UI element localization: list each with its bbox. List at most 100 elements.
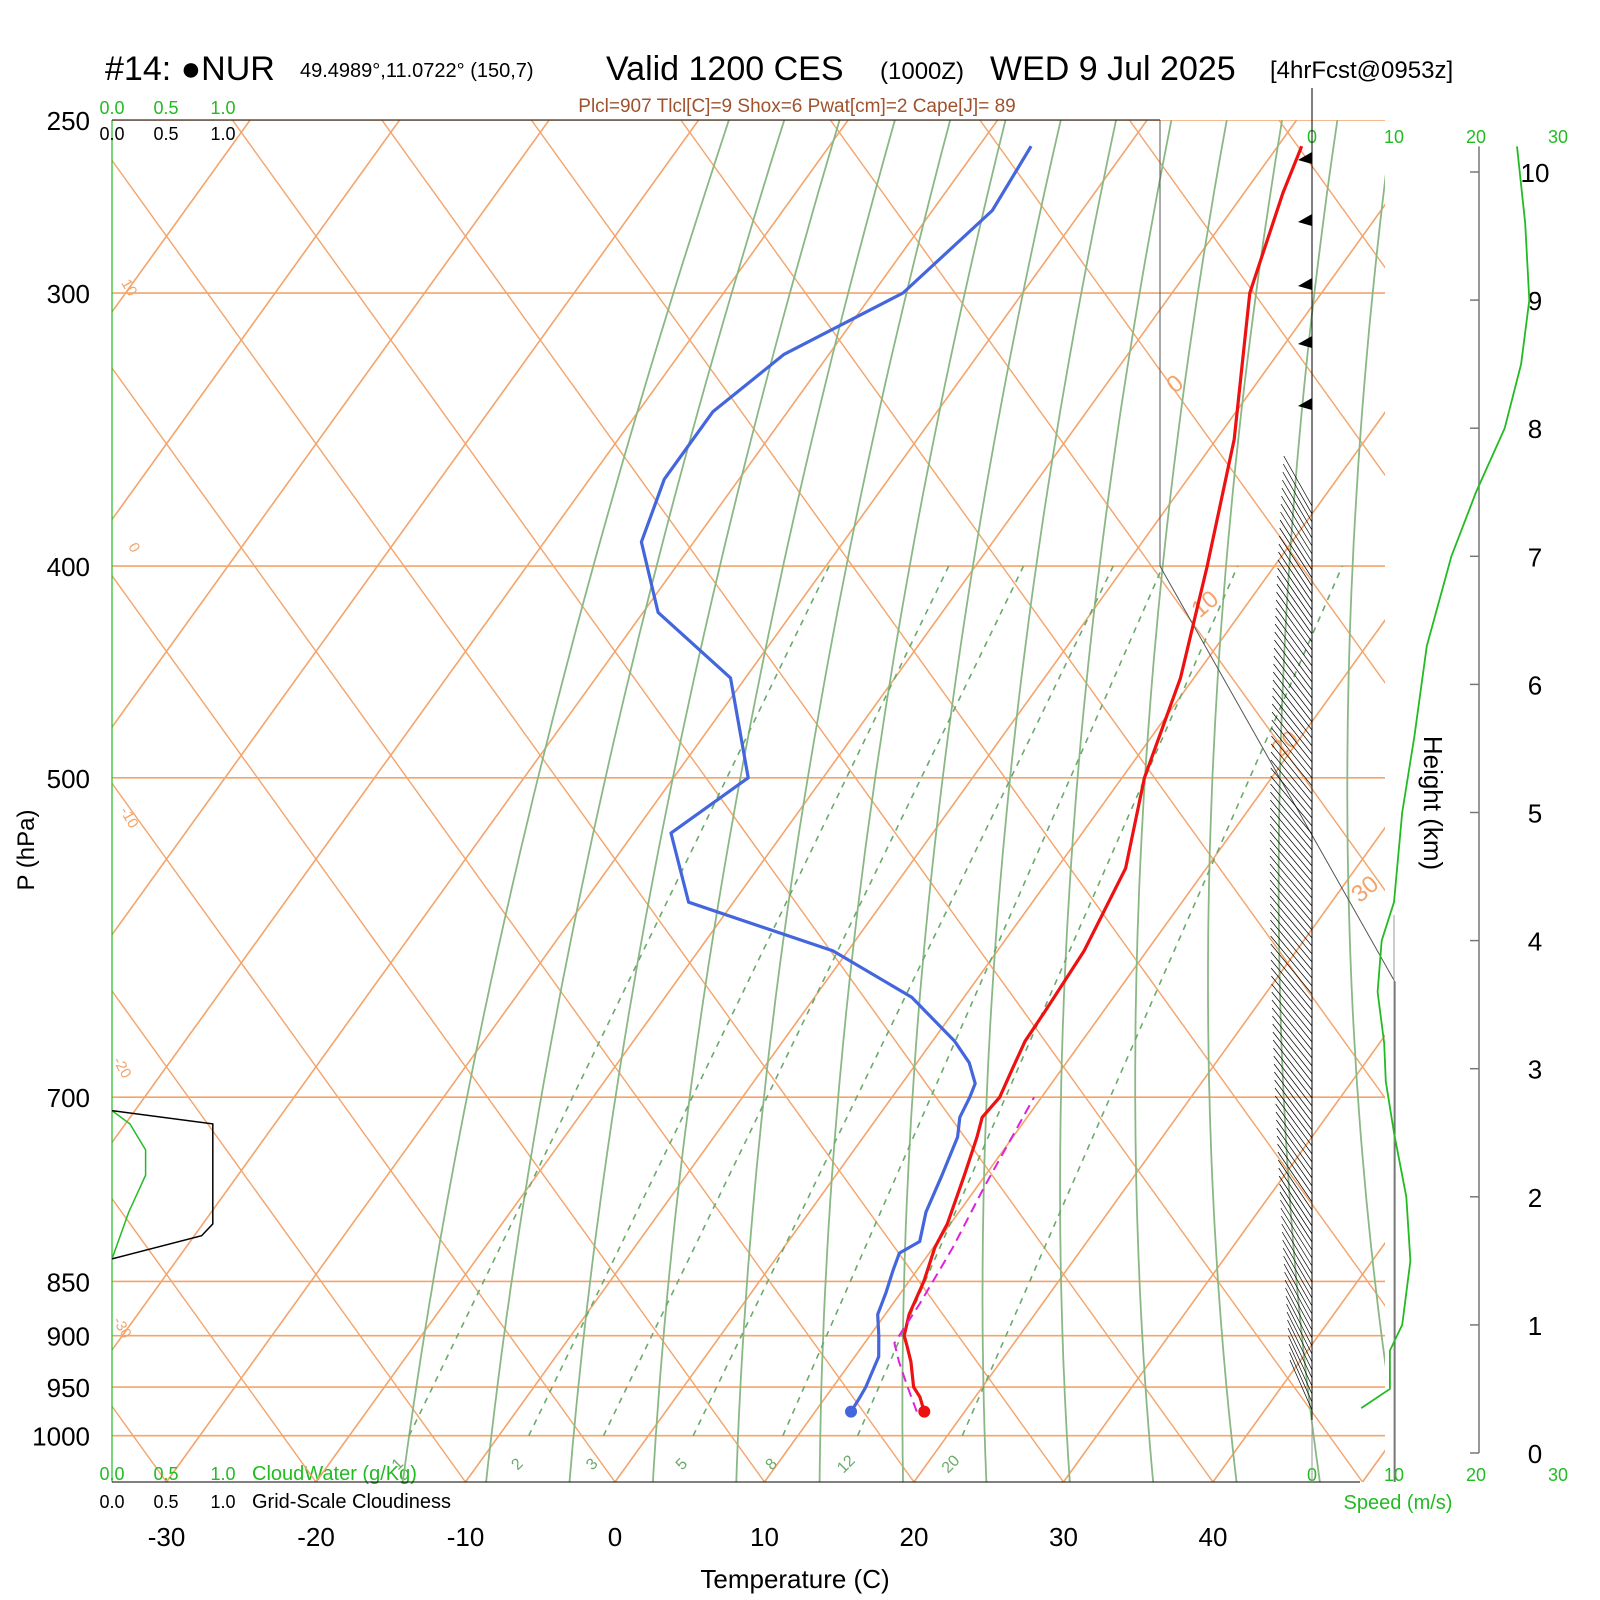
wind-barb [1269,839,1313,891]
wind-pennant [1298,214,1312,226]
height-tick-label: 0 [1528,1439,1542,1469]
temperature-tick-label: 40 [1199,1522,1228,1552]
wind-barb [1278,535,1313,587]
pressure-tick-label: 700 [47,1083,90,1113]
isotherm-line [112,120,700,937]
wind-barb [1274,1071,1313,1123]
wind-barb [1274,1079,1313,1131]
wind-barb [1270,767,1313,819]
wind-barb [1288,1335,1313,1387]
mixing-ratio-line [692,565,1114,1437]
wind-pennant [1298,398,1312,410]
wind-barb [1271,999,1313,1051]
cloudwater-tick-top: 0.5 [153,98,178,118]
wind-barb [1282,1239,1313,1291]
wind-barb [1275,1111,1313,1163]
wind-barb [1284,1279,1313,1331]
wind-barb [1271,991,1313,1043]
mixing-ratio-label: 8 [763,1455,781,1473]
coords-label: 49.4989°,11.0722° (150,7) [300,60,534,82]
wind-barb [1270,927,1313,979]
adiabat-curve [1479,120,1570,1482]
isotherms [112,120,1600,1482]
valid-label: Valid 1200 CES [606,50,844,88]
wind-barb [1283,455,1313,507]
wind-barb [1277,559,1313,611]
wind-barb [1273,1047,1313,1099]
temperature-tick-label: 10 [750,1522,779,1552]
height-tick-label: 2 [1528,1183,1542,1213]
temperature-tick-label: -30 [148,1522,186,1552]
adiabat-curve [485,120,786,1482]
wind-barb [1281,487,1313,539]
wind-barb [1269,903,1313,955]
isotherm-line [315,120,1298,1482]
adiabat-curve [1542,120,1600,1482]
mixing-ratio-line [961,565,1344,1437]
isotherm-line [614,411,1385,1482]
wind-barb [1280,1207,1313,1259]
wind-barb [1270,775,1313,827]
wind-barb [1269,815,1313,867]
parcel-profile [893,1096,1035,1413]
height-tick-label: 1 [1528,1311,1542,1341]
isotherm-line [165,120,1148,1482]
wind-barb [1271,983,1313,1035]
isotherm-label: -10 [116,804,142,831]
isotherm-label: -20 [109,1054,135,1081]
isotherm-line [112,120,999,1352]
wind-barb [1269,807,1313,859]
mixing-ratio-line [782,565,1164,1437]
wind-barb [1275,599,1313,651]
speed-tick-bottom: 30 [1548,1465,1568,1485]
cloudiness-title: Grid-Scale Cloudiness [252,1491,451,1513]
isotherm-line [112,120,849,1144]
wind-barb [1278,1159,1313,1211]
cross-line [680,120,1385,1100]
height-tick-label: 3 [1528,1055,1542,1085]
pressure-tick-label: 250 [47,106,90,136]
cross-line [112,366,915,1482]
wind-barb [1286,1311,1313,1363]
wind-barb [1270,751,1313,803]
pressure-tick-label: 500 [47,764,90,794]
cross-line [112,574,766,1482]
wind-pennant [1298,336,1312,348]
wind-barb [1281,1223,1313,1275]
wind-speed-profile [1360,146,1531,1409]
pressure-tick-label: 850 [47,1267,90,1297]
wind-barb [1276,1135,1313,1187]
wind-barb [1271,727,1313,779]
wind-barb [1269,831,1313,883]
wind-barb [1271,975,1313,1027]
cross-line [829,120,1385,892]
wind-barb [1278,1167,1313,1219]
wind-barb [1273,1063,1313,1115]
temperature-profile [902,145,1304,1413]
cross-line [530,120,1385,1307]
wind-barb [1270,799,1313,851]
isotherm-line [1062,1034,1385,1482]
mixing-ratio-label: 5 [673,1455,691,1473]
wind-barb [1278,1175,1313,1227]
wind-barb [1274,631,1313,683]
wind-barb [1275,615,1313,667]
wind-barb [1275,607,1313,659]
wind-barb [1273,1055,1313,1107]
wind-barb [1272,671,1313,723]
cloudwater-title: CloudWater (g/Kg) [252,1463,417,1485]
isotherm-line [1512,120,1600,1482]
wind-barb [1282,479,1313,531]
wind-barb [1278,551,1313,603]
speed-tick-top: 30 [1548,127,1568,147]
cross-line [112,1197,317,1482]
isotherm-label: 30 [1346,870,1384,908]
cloudwater-tick-bottom: 0.5 [153,1464,178,1484]
speed-tick-bottom: 20 [1466,1465,1486,1485]
wind-barb [1270,967,1313,1019]
cross-line [1578,120,1600,1482]
zulu-label: (1000Z) [880,58,964,85]
wind-barb [1273,655,1313,707]
wind-barb [1270,791,1313,843]
